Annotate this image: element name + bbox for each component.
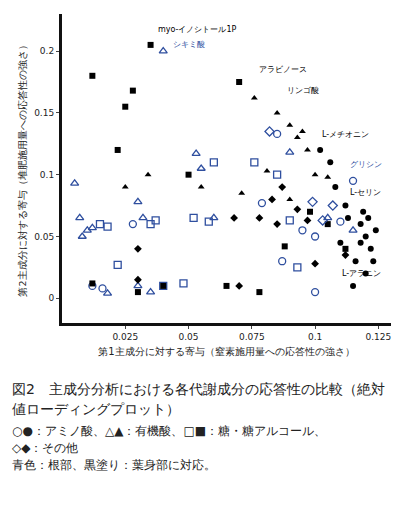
svg-text:アラビノース: アラビノース (259, 65, 307, 74)
svg-text:0.075: 0.075 (239, 332, 265, 342)
html-text:青色：根部、黒塗り：葉身部に対応。: 青色：根部、黒塗り：葉身部に対応。 (12, 458, 216, 473)
html-text:◇◆：その他: ◇◆：その他 (12, 441, 79, 455)
svg-text:0.1: 0.1 (308, 332, 322, 342)
svg-text:L-アラニン: L-アラニン (342, 269, 381, 278)
svg-text:シキミ酸: シキミ酸 (173, 40, 205, 49)
svg-text:0.1: 0.1 (40, 170, 54, 180)
svg-text:0.05: 0.05 (179, 332, 199, 342)
svg-text:0.05: 0.05 (34, 232, 54, 242)
html-text:図2 主成分分析における各代謝成分の応答性の比較（絶対値ロー: 図2 主成分分析における各代謝成分の応答性の比較（絶対値ローディングプロット） (12, 381, 385, 418)
svg-text:0.15: 0.15 (34, 108, 54, 118)
svg-text:L-メチオニン: L-メチオニン (322, 130, 369, 139)
svg-text:L-セリン: L-セリン (350, 188, 381, 197)
svg-text:リンゴ酸: リンゴ酸 (287, 86, 319, 95)
svg-text:0.025: 0.025 (112, 332, 138, 342)
svg-text:0: 0 (48, 293, 54, 303)
html-text:○●：アミノ酸、△▲：有機酸、□■：糖・糖アルコール、: ○●：アミノ酸、△▲：有機酸、□■：糖・糖アルコール、 (12, 423, 327, 438)
svg-text:グリシン: グリシン (350, 160, 382, 169)
svg-text:第2主成分に対する寄与（堆肥施用量への応答性の強さ）: 第2主成分に対する寄与（堆肥施用量への応答性の強さ） (17, 40, 28, 296)
svg-text:0.2: 0.2 (40, 46, 54, 56)
svg-text:myo-イノシトール1P: myo-イノシトール1P (158, 25, 237, 34)
svg-text:第1主成分に対する寄与（窒素施用量への応答性の強さ）: 第1主成分に対する寄与（窒素施用量への応答性の強さ） (98, 346, 354, 357)
svg-text:0.125: 0.125 (365, 332, 391, 342)
